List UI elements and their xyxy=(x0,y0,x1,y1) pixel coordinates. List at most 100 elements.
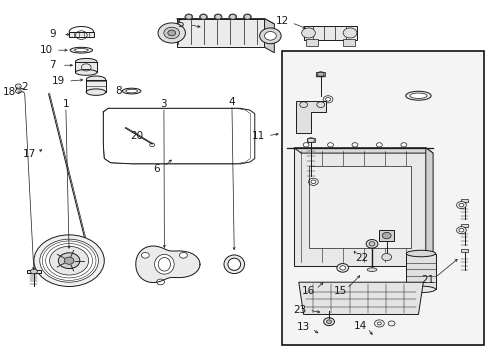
Ellipse shape xyxy=(228,258,241,270)
Bar xyxy=(406,253,436,289)
Circle shape xyxy=(337,264,348,272)
Circle shape xyxy=(49,246,89,275)
Circle shape xyxy=(457,226,466,234)
Polygon shape xyxy=(294,148,426,266)
Bar xyxy=(27,270,41,273)
Circle shape xyxy=(58,253,80,269)
Text: 21: 21 xyxy=(421,275,435,285)
Bar xyxy=(282,51,485,345)
Circle shape xyxy=(457,202,466,209)
Bar xyxy=(343,39,355,45)
Circle shape xyxy=(214,14,222,20)
Circle shape xyxy=(15,89,21,93)
Circle shape xyxy=(352,143,358,147)
Polygon shape xyxy=(309,166,411,248)
Bar xyxy=(306,39,318,45)
Polygon shape xyxy=(296,101,326,134)
Circle shape xyxy=(340,266,345,270)
Text: 8: 8 xyxy=(116,86,122,96)
Text: 11: 11 xyxy=(251,131,265,141)
Circle shape xyxy=(401,143,407,147)
Text: 1: 1 xyxy=(62,99,69,109)
Circle shape xyxy=(459,228,464,232)
Bar xyxy=(317,72,325,76)
Bar xyxy=(304,26,357,40)
Text: 7: 7 xyxy=(49,60,55,70)
Text: 19: 19 xyxy=(52,76,65,86)
Circle shape xyxy=(376,143,382,147)
Text: 23: 23 xyxy=(293,305,306,315)
Text: 5: 5 xyxy=(177,19,183,29)
Circle shape xyxy=(459,203,464,207)
Circle shape xyxy=(343,28,357,38)
Bar xyxy=(462,199,468,202)
Circle shape xyxy=(382,232,391,239)
Circle shape xyxy=(185,14,193,20)
Text: 14: 14 xyxy=(354,321,368,331)
Polygon shape xyxy=(299,282,423,315)
Circle shape xyxy=(260,28,281,44)
Ellipse shape xyxy=(86,76,106,83)
Polygon shape xyxy=(176,19,274,24)
Circle shape xyxy=(327,320,331,323)
Bar xyxy=(69,32,94,37)
Text: 10: 10 xyxy=(40,45,53,55)
Circle shape xyxy=(326,98,331,101)
Polygon shape xyxy=(265,19,274,53)
Circle shape xyxy=(40,239,98,282)
Bar xyxy=(307,138,315,142)
Ellipse shape xyxy=(406,286,436,293)
Circle shape xyxy=(317,102,325,108)
Text: 3: 3 xyxy=(161,99,167,109)
Circle shape xyxy=(244,14,251,20)
Text: 22: 22 xyxy=(356,253,369,263)
Circle shape xyxy=(323,96,333,103)
Bar xyxy=(462,249,468,252)
Bar xyxy=(75,62,97,72)
Circle shape xyxy=(157,279,165,285)
Ellipse shape xyxy=(224,255,245,274)
Ellipse shape xyxy=(122,88,141,94)
Text: 18: 18 xyxy=(3,87,16,97)
Circle shape xyxy=(382,253,392,261)
Circle shape xyxy=(158,23,185,43)
Circle shape xyxy=(229,14,237,20)
Circle shape xyxy=(179,252,187,258)
Polygon shape xyxy=(426,148,433,271)
Bar xyxy=(379,230,394,241)
Circle shape xyxy=(303,143,309,147)
Circle shape xyxy=(366,239,378,248)
Ellipse shape xyxy=(75,58,97,65)
Circle shape xyxy=(30,269,37,274)
Ellipse shape xyxy=(155,255,174,274)
Ellipse shape xyxy=(406,91,431,100)
Ellipse shape xyxy=(406,250,436,257)
Polygon shape xyxy=(176,19,265,47)
Circle shape xyxy=(302,28,316,38)
Text: 13: 13 xyxy=(297,322,310,332)
Circle shape xyxy=(15,84,21,88)
Text: 17: 17 xyxy=(23,149,36,159)
Circle shape xyxy=(328,143,333,147)
Circle shape xyxy=(142,252,149,258)
Text: 15: 15 xyxy=(334,286,347,296)
Ellipse shape xyxy=(158,257,171,271)
Circle shape xyxy=(377,322,381,325)
Ellipse shape xyxy=(86,89,106,95)
Bar xyxy=(86,80,106,92)
Circle shape xyxy=(199,14,207,20)
Text: 6: 6 xyxy=(153,163,159,174)
Text: 2: 2 xyxy=(21,82,27,92)
Ellipse shape xyxy=(75,69,97,75)
Circle shape xyxy=(168,30,175,36)
Bar xyxy=(462,224,468,227)
Ellipse shape xyxy=(126,89,138,93)
Circle shape xyxy=(311,180,316,184)
Circle shape xyxy=(300,102,308,108)
Circle shape xyxy=(324,318,334,325)
Text: 9: 9 xyxy=(49,29,56,39)
Text: 4: 4 xyxy=(228,97,235,107)
Ellipse shape xyxy=(74,49,88,52)
Circle shape xyxy=(369,242,375,246)
Circle shape xyxy=(34,235,104,287)
